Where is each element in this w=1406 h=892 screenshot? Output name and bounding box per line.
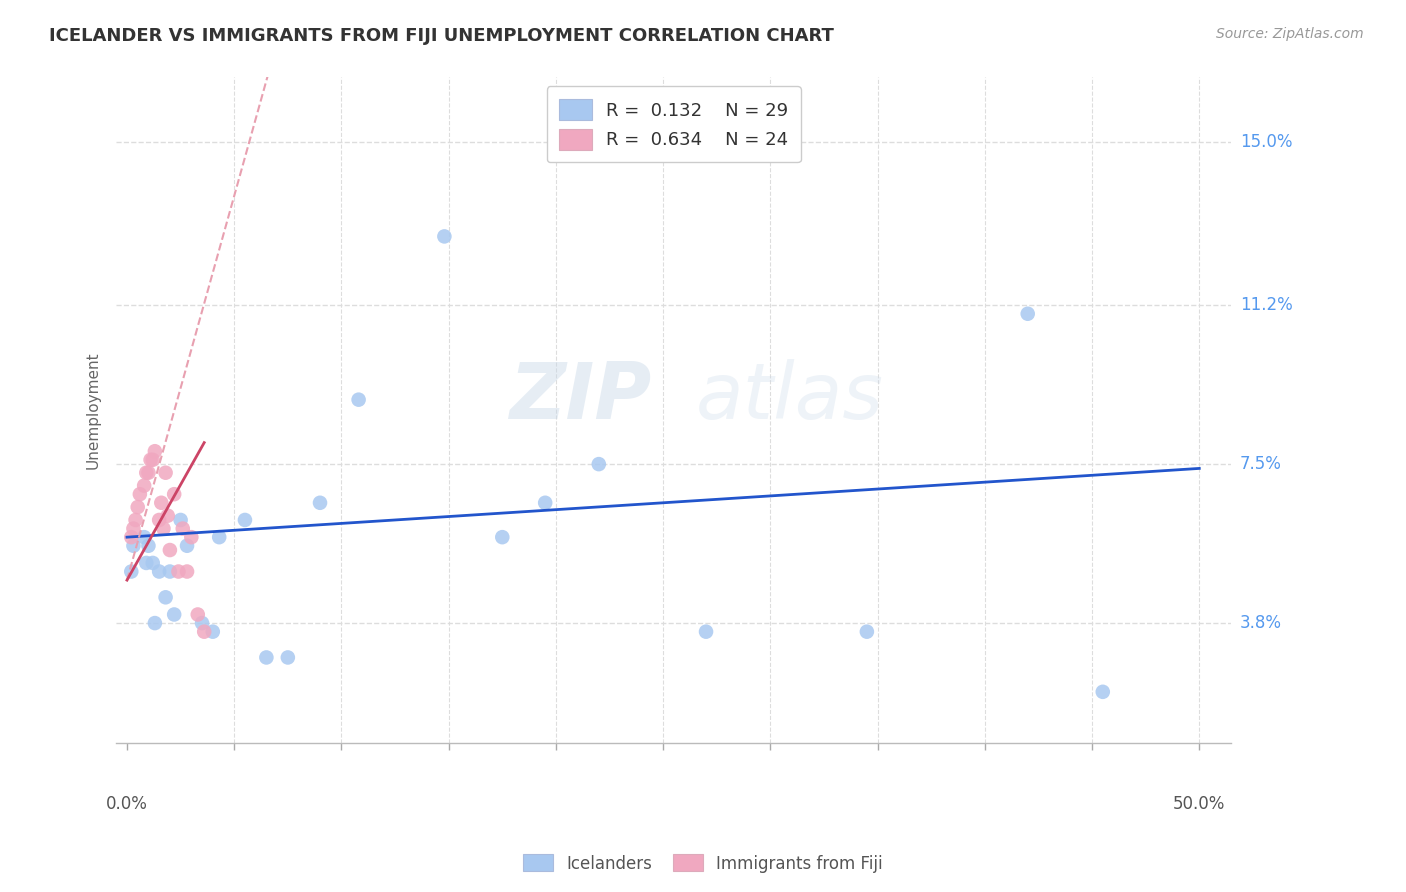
Text: 50.0%: 50.0% — [1173, 795, 1226, 813]
Point — [139, 452, 162, 467]
Point — [208, 530, 231, 544]
Text: 15.0%: 15.0% — [1240, 133, 1292, 151]
Point — [128, 487, 150, 501]
Point — [1091, 685, 1114, 699]
Point — [180, 530, 202, 544]
Point — [277, 650, 299, 665]
Text: 3.8%: 3.8% — [1240, 614, 1282, 632]
Point — [233, 513, 256, 527]
Point — [172, 522, 194, 536]
Point — [152, 522, 174, 536]
Point — [155, 466, 177, 480]
Point — [163, 607, 186, 622]
Point — [155, 591, 177, 605]
Text: Source: ZipAtlas.com: Source: ZipAtlas.com — [1216, 27, 1364, 41]
Point — [124, 513, 146, 527]
Point — [491, 530, 513, 544]
Point — [134, 530, 156, 544]
Point — [191, 616, 214, 631]
Point — [142, 452, 165, 467]
Point — [143, 616, 166, 631]
Point — [347, 392, 370, 407]
Point — [193, 624, 215, 639]
Text: 7.5%: 7.5% — [1240, 455, 1282, 473]
Point — [169, 513, 191, 527]
Text: atlas: atlas — [696, 359, 884, 435]
Text: 0.0%: 0.0% — [105, 795, 148, 813]
Point — [120, 565, 142, 579]
Y-axis label: Unemployment: Unemployment — [86, 351, 100, 469]
Point — [156, 508, 179, 523]
Point — [588, 457, 610, 471]
Point — [163, 487, 186, 501]
Point — [1017, 307, 1039, 321]
Point — [176, 539, 198, 553]
Point — [143, 444, 166, 458]
Text: 11.2%: 11.2% — [1240, 296, 1292, 314]
Point — [856, 624, 879, 639]
Legend: Icelanders, Immigrants from Fiji: Icelanders, Immigrants from Fiji — [517, 847, 889, 880]
Point — [134, 478, 156, 492]
Point — [148, 565, 170, 579]
Point — [122, 539, 145, 553]
Point — [695, 624, 717, 639]
Text: ICELANDER VS IMMIGRANTS FROM FIJI UNEMPLOYMENT CORRELATION CHART: ICELANDER VS IMMIGRANTS FROM FIJI UNEMPL… — [49, 27, 834, 45]
Point — [309, 496, 332, 510]
Point — [433, 229, 456, 244]
Point — [122, 522, 145, 536]
Point — [159, 543, 181, 558]
Point — [138, 539, 160, 553]
Point — [120, 530, 142, 544]
Point — [135, 466, 157, 480]
Point — [135, 556, 157, 570]
Point — [148, 513, 170, 527]
Point — [176, 565, 198, 579]
Point — [534, 496, 557, 510]
Text: ZIP: ZIP — [509, 359, 651, 435]
Point — [127, 500, 149, 514]
Point — [150, 496, 173, 510]
Legend: R =  0.132    N = 29, R =  0.634    N = 24: R = 0.132 N = 29, R = 0.634 N = 24 — [547, 87, 801, 162]
Point — [142, 556, 165, 570]
Point — [167, 565, 190, 579]
Point — [254, 650, 277, 665]
Point — [138, 466, 160, 480]
Point — [159, 565, 181, 579]
Point — [201, 624, 224, 639]
Point — [187, 607, 209, 622]
